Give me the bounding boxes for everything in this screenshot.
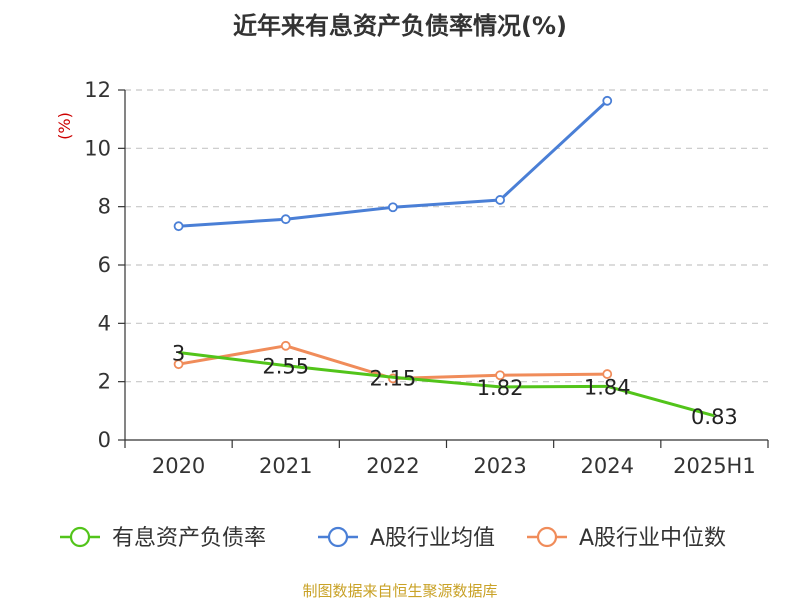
legend-item-1: A股行业均值 bbox=[318, 526, 495, 551]
legend-marker bbox=[327, 526, 349, 548]
series-line bbox=[178, 351, 715, 418]
chart-title: 近年来有息资产负债率情况(%) bbox=[233, 12, 567, 40]
y-tick-label: 0 bbox=[98, 428, 111, 452]
x-tick-label: 2024 bbox=[581, 454, 634, 478]
y-tick-label: 6 bbox=[98, 253, 111, 277]
y-tick-label: 4 bbox=[98, 311, 111, 335]
y-tick-label: 10 bbox=[84, 136, 111, 160]
series-1 bbox=[173, 95, 613, 232]
data-label: 1.82 bbox=[477, 376, 524, 400]
gridlines bbox=[125, 89, 768, 383]
data-point bbox=[173, 221, 184, 232]
x-tick-label: 2021 bbox=[259, 454, 312, 478]
data-label: 3 bbox=[172, 342, 185, 366]
data-point bbox=[602, 369, 613, 379]
legend-marker bbox=[69, 526, 91, 548]
x-tick-label: 2025H1 bbox=[673, 454, 756, 478]
data-labels: 3 2.55 2.15 1.82 1.84 0.83 bbox=[172, 342, 738, 429]
y-tick-label: 2 bbox=[98, 370, 111, 394]
legend-label: A股行业中位数 bbox=[579, 526, 726, 551]
y-axis-unit-label: (%) bbox=[55, 112, 74, 140]
y-tick-label: 8 bbox=[98, 195, 111, 219]
data-label: 1.84 bbox=[584, 375, 631, 399]
data-point bbox=[173, 359, 184, 370]
x-tick-label: 2020 bbox=[152, 454, 205, 478]
data-point bbox=[495, 195, 505, 205]
x-tick-label: 2023 bbox=[473, 454, 526, 478]
data-point bbox=[495, 370, 505, 381]
series-0 bbox=[178, 351, 715, 418]
data-point bbox=[388, 202, 398, 213]
source-note: 制图数据来自恒生聚源数据库 bbox=[302, 582, 498, 600]
legend-label: A股行业均值 bbox=[370, 526, 495, 551]
data-point bbox=[602, 95, 613, 106]
series-lines bbox=[173, 95, 715, 418]
data-point bbox=[280, 214, 291, 225]
x-tick-label: 2022 bbox=[366, 454, 419, 478]
data-label: 2.15 bbox=[370, 366, 417, 390]
legend-item-2: A股行业中位数 bbox=[527, 526, 726, 551]
data-label: 2.55 bbox=[262, 355, 309, 379]
data-label: 0.83 bbox=[691, 405, 738, 429]
legend: 有息资产负债率 A股行业均值 A股行业中位数 bbox=[60, 526, 726, 551]
data-point bbox=[280, 340, 291, 351]
axes: 0 2 4 6 8 10 12 2020 2021 2022 2023 2024 2025H1 (%) bbox=[55, 78, 769, 478]
y-tick-label: 12 bbox=[84, 78, 111, 102]
legend-label: 有息资产负债率 bbox=[112, 526, 266, 551]
legend-item-0: 有息资产负债率 bbox=[60, 526, 266, 551]
legend-marker bbox=[536, 526, 558, 548]
